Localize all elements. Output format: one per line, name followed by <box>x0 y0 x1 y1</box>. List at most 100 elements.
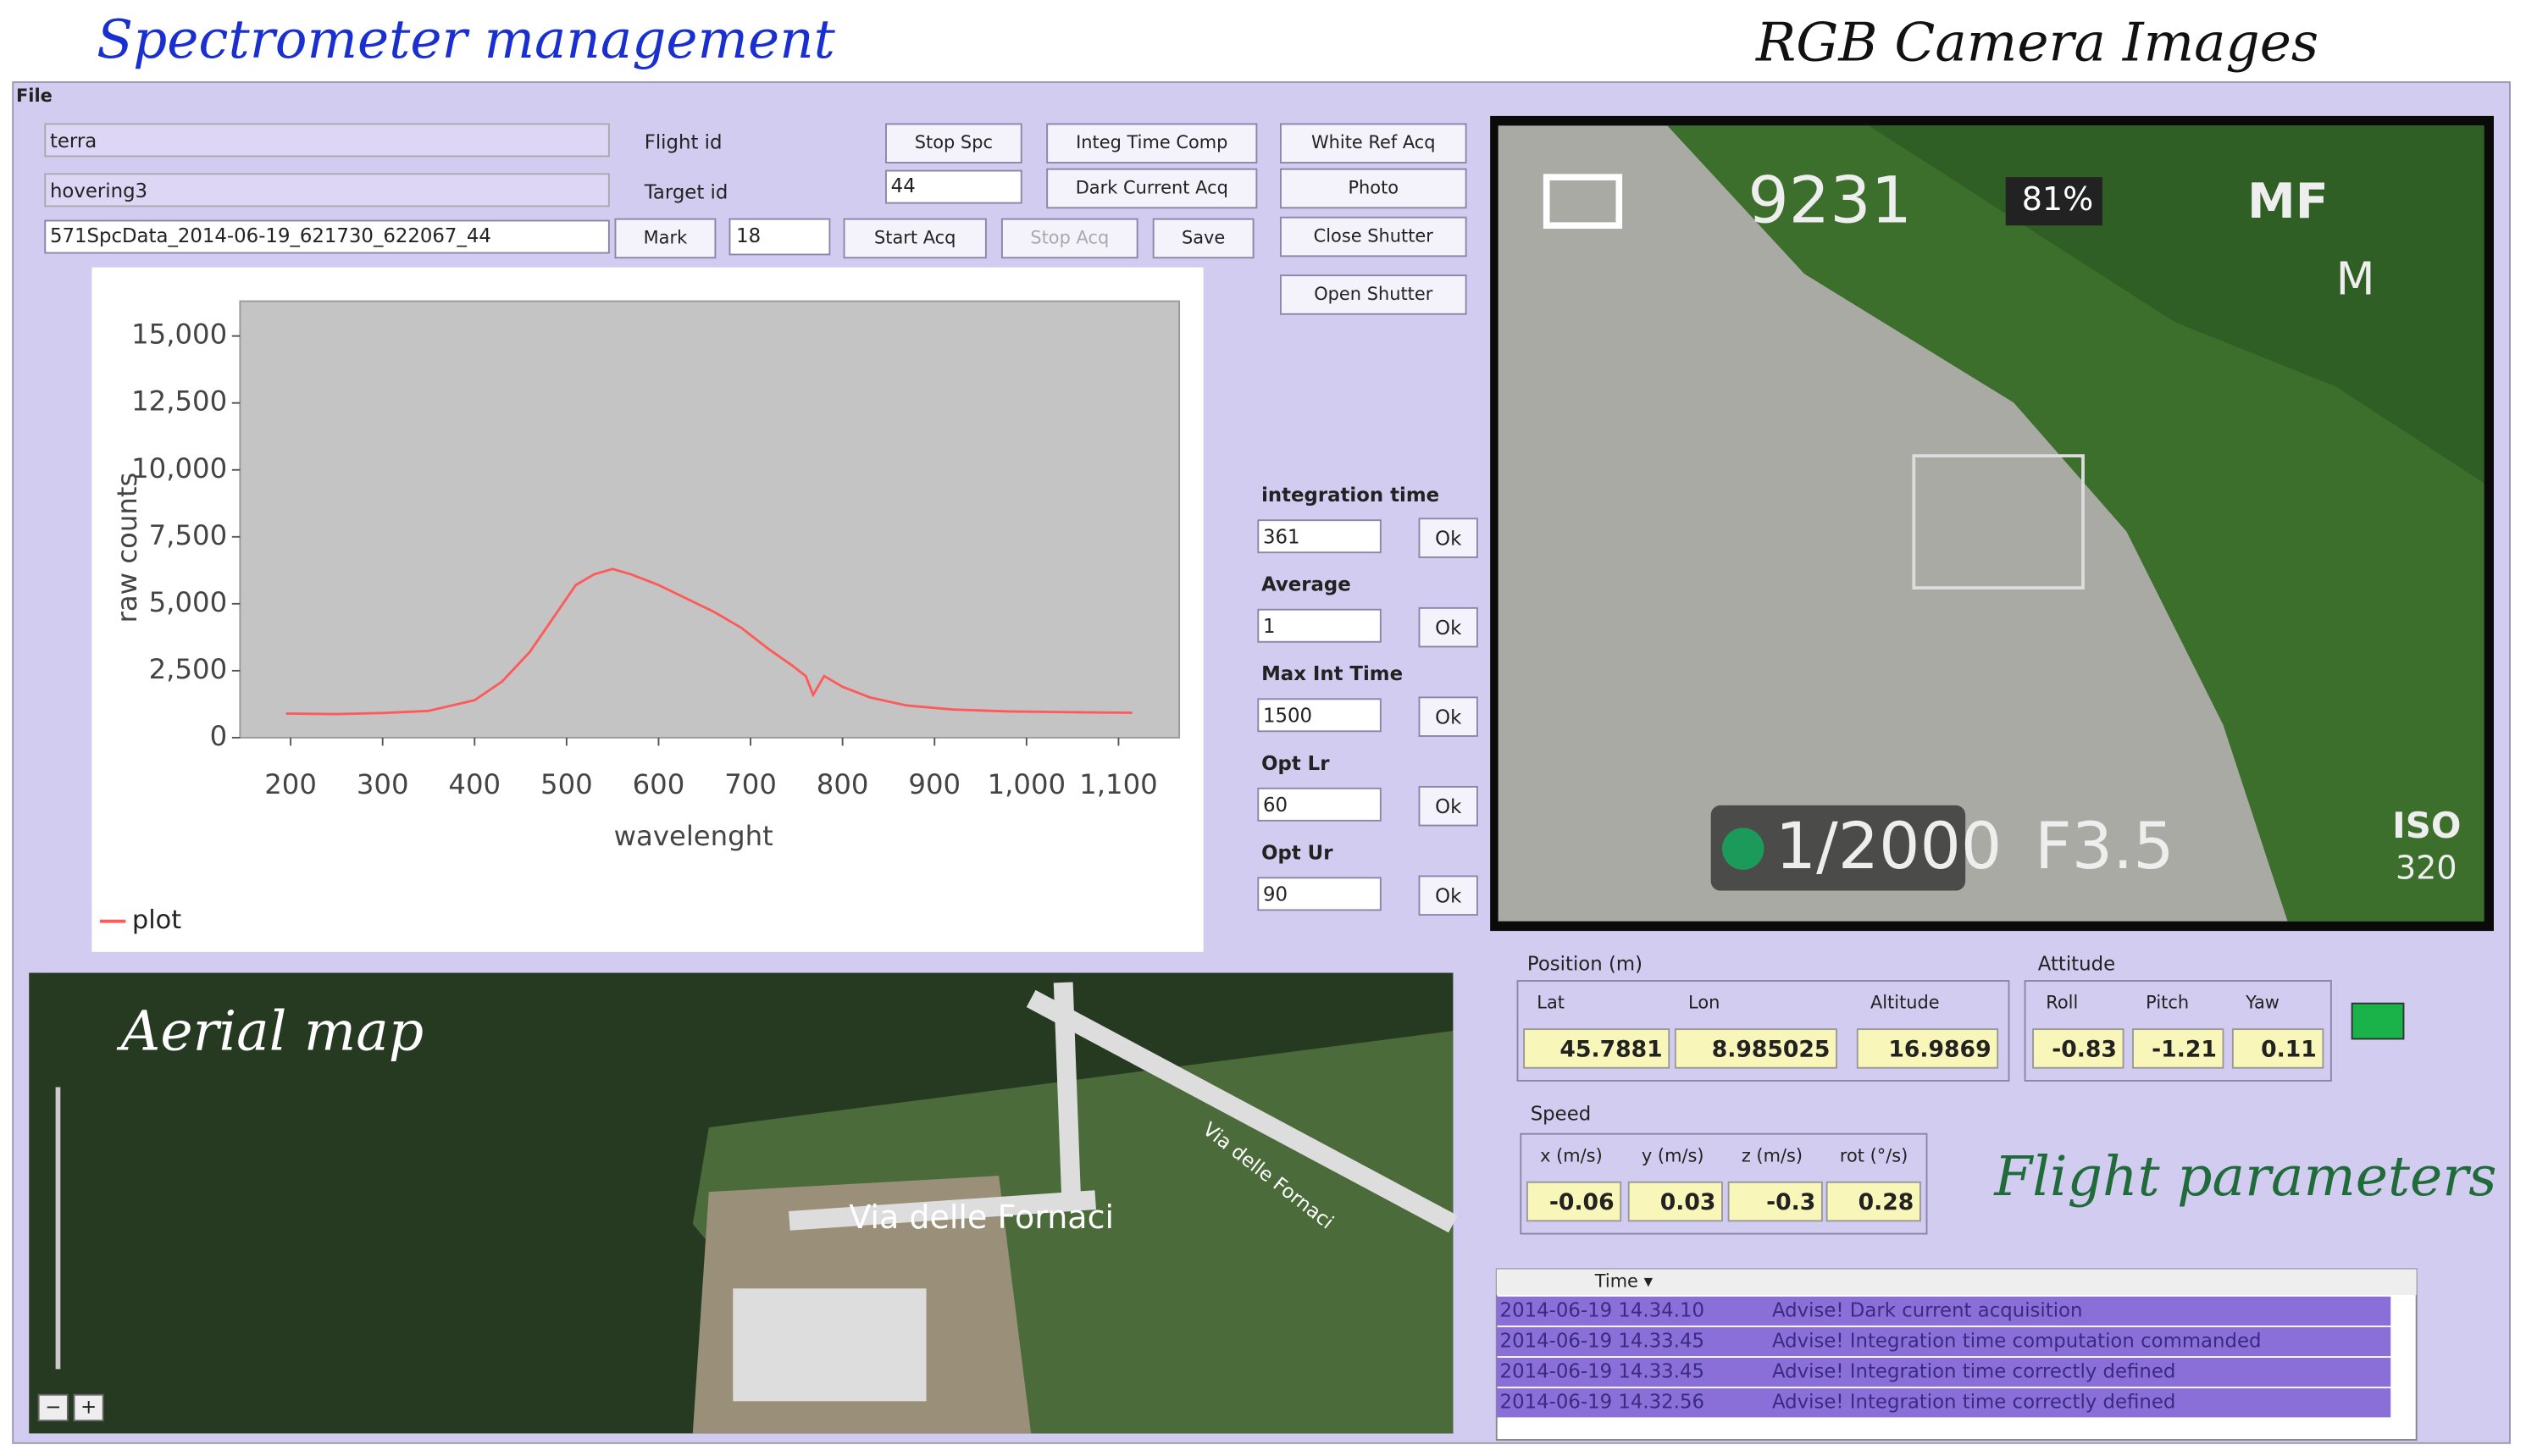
x-tick-label: 800 <box>817 768 869 800</box>
button[interactable] <box>1279 123 1467 164</box>
log-row[interactable] <box>1496 1326 2391 1357</box>
setting-label: integration time <box>1261 484 1439 507</box>
param-box <box>2132 1028 2224 1069</box>
param-box <box>1674 1028 1837 1069</box>
log-column[interactable]: Time ▾ <box>1594 1271 1654 1292</box>
flight-label: Flight id <box>645 132 723 154</box>
focus-box <box>1912 454 2085 590</box>
data-line <box>285 567 1133 716</box>
group-box <box>2024 980 2332 1082</box>
button[interactable] <box>1046 168 1258 209</box>
y-tick-label: 12,500 <box>131 385 227 418</box>
ok-button[interactable] <box>1418 785 1478 827</box>
flight-value: terra <box>50 130 97 152</box>
button-label: Start Acq <box>874 227 956 247</box>
param-label: Roll <box>2046 993 2078 1013</box>
ok-button[interactable] <box>1418 606 1478 648</box>
setting-field[interactable] <box>1257 519 1382 554</box>
mark-value: 18 <box>736 225 761 247</box>
setting-field[interactable] <box>1257 787 1382 822</box>
param-value: 8.985025 <box>1712 1036 1831 1062</box>
log-message: Advise! Integration time correctly defin… <box>1772 1392 2175 1414</box>
log-header <box>1496 1269 2417 1295</box>
y-tick-label: 7,500 <box>149 519 228 551</box>
x-tick-label: 200 <box>264 768 317 800</box>
zoom-out[interactable] <box>37 1393 69 1422</box>
button[interactable] <box>1279 216 1467 257</box>
map-caption: Aerial map <box>117 1000 424 1064</box>
button[interactable] <box>1279 274 1467 315</box>
setting-value: 90 <box>1263 884 1288 906</box>
button-label: Integ Time Comp <box>1076 132 1227 152</box>
log-row[interactable] <box>1496 1388 2391 1418</box>
menu-file[interactable]: File <box>16 86 53 106</box>
ok-button[interactable] <box>1418 875 1478 916</box>
battery-box <box>2005 177 2102 226</box>
target-id-field[interactable] <box>885 169 1022 204</box>
status-led <box>2351 1002 2405 1040</box>
param-box <box>1523 1028 1670 1069</box>
iso-value: 320 <box>2396 849 2457 886</box>
param-box <box>1825 1181 1921 1222</box>
setting-label: Average <box>1261 574 1351 596</box>
param-box <box>2231 1028 2324 1069</box>
buildings <box>733 1288 927 1402</box>
setting-field[interactable] <box>1257 698 1382 733</box>
zoom-in[interactable] <box>73 1393 104 1422</box>
param-label: z (m/s) <box>1742 1145 1803 1165</box>
setting-value: 60 <box>1263 794 1288 817</box>
x-tick-label: 700 <box>724 768 777 800</box>
button[interactable] <box>1152 218 1255 259</box>
button[interactable] <box>1279 168 1467 209</box>
button[interactable] <box>885 123 1022 164</box>
camera-focus: MF <box>2247 174 2329 230</box>
target-value: hovering3 <box>50 180 147 202</box>
button[interactable] <box>1046 123 1258 164</box>
setting-field[interactable] <box>1257 877 1382 911</box>
mark-field[interactable] <box>728 218 831 256</box>
ok-button[interactable] <box>1418 518 1478 558</box>
setting-value: 1500 <box>1263 706 1312 728</box>
param-label: Lon <box>1688 993 1720 1013</box>
button[interactable] <box>1000 218 1138 259</box>
param-label: Yaw <box>2245 993 2279 1013</box>
y-axis-label: raw counts <box>111 473 143 623</box>
x-tick-label: 900 <box>908 768 961 800</box>
param-value: -0.06 <box>1549 1189 1615 1215</box>
param-box <box>1526 1181 1622 1222</box>
param-value: -0.3 <box>1766 1189 1815 1215</box>
setting-field[interactable] <box>1257 608 1382 643</box>
ok-label: Ok <box>1435 529 1462 551</box>
group-title: Speed <box>1531 1103 1592 1125</box>
camera-aperture: F3.5 <box>2035 808 2174 883</box>
log-row[interactable] <box>1496 1358 2391 1387</box>
button[interactable] <box>614 218 717 259</box>
param-value: 0.11 <box>2261 1036 2317 1062</box>
button[interactable] <box>843 218 987 259</box>
zoom-in-label: + <box>80 1396 97 1418</box>
button-label: Open Shutter <box>1314 284 1433 304</box>
x-tick-label: 500 <box>540 768 593 800</box>
param-label: Pitch <box>2146 993 2189 1013</box>
log-row[interactable] <box>1496 1296 2391 1326</box>
button-label: Photo <box>1348 177 1399 197</box>
group-box <box>1520 1132 1928 1235</box>
button-label: Close Shutter <box>1314 226 1434 246</box>
button-label: Stop Acq <box>1030 227 1109 247</box>
x-tick-label: 600 <box>633 768 685 800</box>
shutter-box <box>1710 805 1966 891</box>
button-label: Stop Spc <box>915 132 993 152</box>
road-label: Via delle Fornaci <box>849 1199 1114 1236</box>
ok-button[interactable] <box>1418 696 1478 737</box>
target-field[interactable] <box>44 173 610 208</box>
rec-dot <box>1722 828 1764 870</box>
file-field[interactable] <box>44 219 610 254</box>
target-id: 44 <box>891 175 916 197</box>
log-time: 2014-06-19 14.33.45 <box>1500 1361 1704 1383</box>
flight-field[interactable] <box>44 123 610 158</box>
x-tick-label: 300 <box>357 768 409 800</box>
ok-label: Ok <box>1435 796 1462 818</box>
param-label: Altitude <box>1870 993 1940 1013</box>
camera-mode: M <box>2336 252 2375 305</box>
param-label: y (m/s) <box>1642 1145 1704 1165</box>
